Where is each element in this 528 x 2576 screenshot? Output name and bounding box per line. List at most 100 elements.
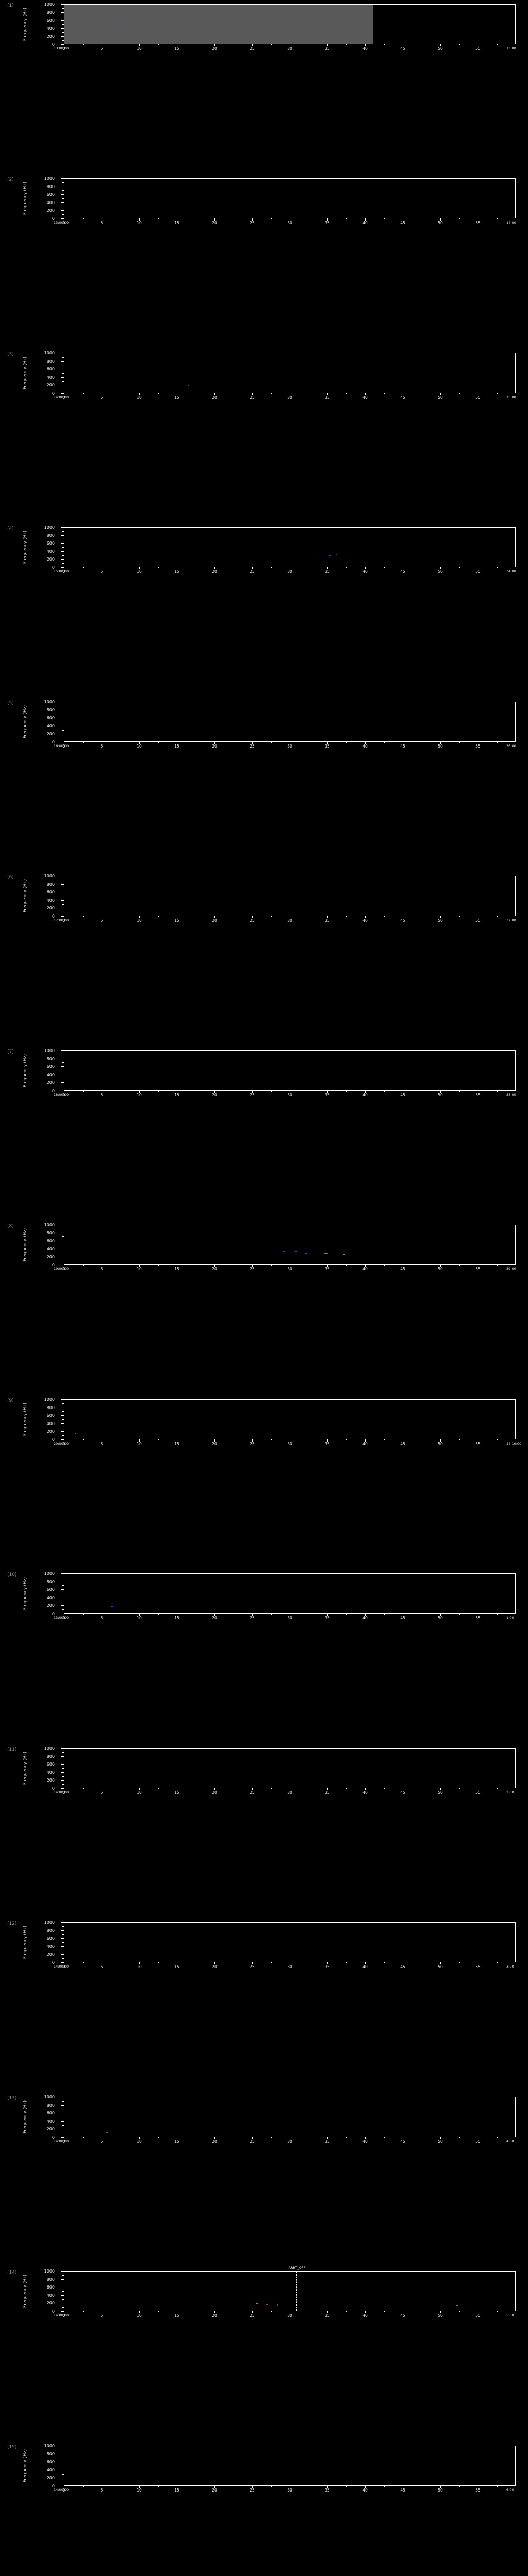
y-tick-mark: [61, 1573, 64, 1574]
panel-start-timestamp: 13:00:00: [54, 46, 69, 50]
y-tick-mark: [61, 1772, 64, 1773]
panel-index-label: (4): [7, 526, 14, 531]
x-tick-mark-minor: [459, 1439, 460, 1440]
x-tick-label: 40: [362, 2313, 368, 2318]
y-tick-label: 0: [52, 914, 55, 919]
x-tick-mark-minor: [384, 1091, 385, 1092]
y-tick-label: 0: [52, 2309, 55, 2314]
x-tick-mark-minor: [158, 2311, 159, 2312]
x-tick-mark: [252, 218, 253, 221]
y-tick-mark: [61, 361, 64, 362]
x-tick-mark: [365, 1614, 366, 1616]
x-tick-mark-minor: [158, 393, 159, 394]
x-tick-label: 10: [137, 1616, 142, 1620]
y-tick-label: 200: [46, 34, 55, 39]
x-tick-mark-minor: [497, 2137, 498, 2138]
x-tick-label: 45: [400, 46, 405, 51]
x-tick-mark-minor: [158, 44, 159, 45]
x-tick-label: 40: [362, 1267, 368, 1272]
plot-area: [64, 353, 516, 393]
y-tick-mark-minor: [62, 904, 64, 905]
x-tick-mark-minor: [384, 1265, 385, 1266]
y-tick-mark-minor: [62, 1411, 64, 1412]
x-tick-label: 5: [100, 2313, 103, 2318]
x-tick-mark-minor: [346, 2486, 347, 2487]
y-tick-label: 600: [46, 367, 55, 372]
x-tick-label: 25: [250, 1616, 255, 1620]
x-tick-mark: [440, 44, 441, 46]
x-tick-label: 5: [100, 1442, 103, 1446]
y-tick-mark: [61, 1764, 64, 1765]
x-tick-mark-minor: [384, 916, 385, 917]
x-tick-mark-minor: [384, 1788, 385, 1789]
x-tick-mark: [139, 1265, 140, 1267]
panel-start-timestamp: 20:00:00: [54, 1442, 69, 1446]
x-tick-label: 45: [400, 1093, 405, 1097]
x-tick-mark-minor: [158, 1788, 159, 1789]
x-tick-label: 5: [100, 1790, 103, 1795]
x-tick-label: 0: [62, 1442, 65, 1446]
x-tick-label: 25: [250, 1964, 255, 1969]
x-tick-mark-minor: [82, 1788, 84, 1789]
x-tick-label: 35: [325, 1790, 330, 1795]
x-tick-mark: [139, 2486, 140, 2488]
y-axis-title-text: Frequency (Hz): [23, 2449, 28, 2483]
x-tick-mark: [327, 1614, 328, 1616]
x-tick-label: 30: [287, 1790, 292, 1795]
x-tick-mark: [440, 916, 441, 918]
x-tick-mark: [214, 1091, 215, 1093]
y-tick-mark-minor: [62, 730, 64, 731]
x-tick-mark: [327, 1091, 328, 1093]
y-tick-mark-minor: [62, 1236, 64, 1237]
x-tick-mark-minor: [384, 1614, 385, 1615]
x-tick-label: 5: [100, 395, 103, 400]
y-tick-mark: [61, 535, 64, 536]
y-tick-mark: [61, 12, 64, 13]
y-tick-mark-minor: [62, 1435, 64, 1436]
y-tick-mark: [61, 551, 64, 552]
panel-index-label: (10): [7, 1572, 17, 1578]
y-tick-label: 1000: [44, 1920, 55, 1925]
y-tick-label: 800: [46, 1754, 55, 1759]
y-tick-mark: [61, 44, 64, 45]
spectrogram-panel: (6) Frequency (Hz) 0 200 400 600 800 1000 0 5 10 15…: [0, 874, 528, 923]
y-tick-mark: [61, 1788, 64, 1789]
y-axis-title-text: Frequency (Hz): [23, 2274, 28, 2308]
x-tick-mark-minor: [346, 567, 347, 568]
y-tick-mark-minor: [62, 1062, 64, 1063]
y-tick-mark: [61, 1930, 64, 1931]
x-tick-mark: [214, 1962, 215, 1964]
x-tick-label: 45: [400, 2488, 405, 2493]
y-tick-mark: [61, 884, 64, 885]
x-tick-mark: [365, 2311, 366, 2313]
y-tick-mark-minor: [62, 24, 64, 25]
x-tick-mark-minor: [497, 218, 498, 219]
panel-end-timestamp: 37:00: [506, 918, 516, 922]
y-tick-mark: [61, 1589, 64, 1590]
x-tick-mark-minor: [271, 44, 272, 45]
x-tick-mark-minor: [497, 916, 498, 917]
x-tick-mark-minor: [459, 218, 460, 219]
panel-start-timestamp: 13:00:00: [54, 221, 69, 225]
detection-marker: [456, 2305, 458, 2306]
y-tick-label: 0: [52, 1437, 55, 1442]
y-tick-mark-minor: [62, 198, 64, 199]
plot-area: [64, 1399, 516, 1439]
x-tick-mark: [440, 567, 441, 569]
x-tick-label: 10: [137, 2488, 142, 2493]
x-tick-mark-minor: [158, 742, 159, 743]
x-tick-label: 40: [362, 1790, 368, 1795]
x-tick-mark-minor: [271, 393, 272, 394]
x-tick-label: 5: [100, 46, 103, 51]
x-tick-label: 0: [62, 1790, 65, 1795]
y-tick-mark: [61, 2121, 64, 2122]
x-tick-label: 25: [250, 1267, 255, 1272]
x-tick-mark-minor: [497, 44, 498, 45]
x-tick-mark: [252, 2311, 253, 2313]
y-tick-mark: [61, 194, 64, 195]
y-axis-title: Frequency (Hz): [18, 1922, 28, 1962]
x-tick-mark-minor: [459, 567, 460, 568]
panel-end-timestamp: 1:00: [506, 1616, 514, 1620]
y-tick-mark: [61, 2137, 64, 2138]
